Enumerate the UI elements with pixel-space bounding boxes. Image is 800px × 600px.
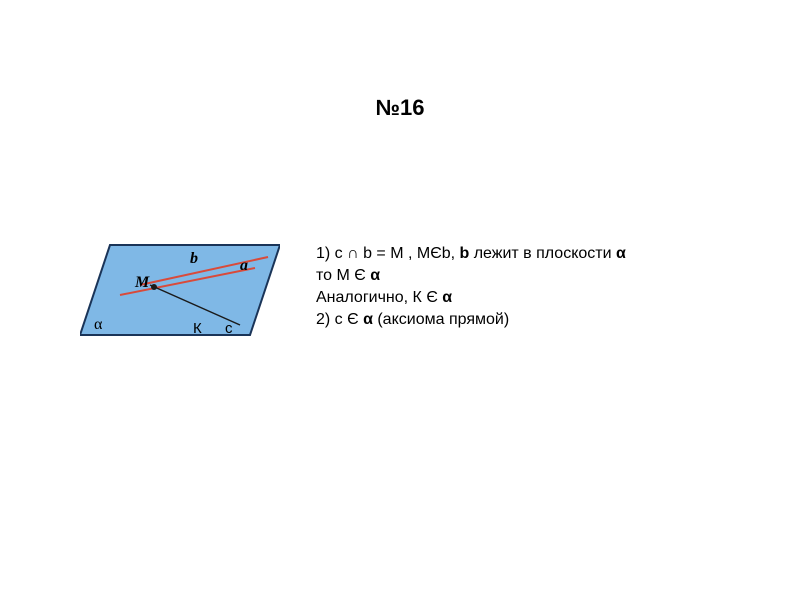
solution-line-4: 2) с Є α (аксиома прямой)	[316, 309, 626, 331]
label-b: b	[190, 250, 198, 267]
solution-line-3: Аналогично, К Є α	[316, 287, 626, 309]
point-M	[151, 284, 157, 290]
label-c: с	[225, 320, 233, 337]
problem-title: №16	[376, 95, 425, 121]
solution-line-1: 1) c ∩ b = M , MЄb, b лежит в плоскости …	[316, 243, 626, 265]
solution-line-2: то M Є α	[316, 265, 626, 287]
geometry-diagram: α M b a К с	[80, 235, 280, 345]
label-alpha: α	[94, 316, 103, 333]
label-K: К	[193, 320, 202, 337]
label-a: a	[240, 257, 248, 274]
problem-solution-text: 1) c ∩ b = M , MЄb, b лежит в плоскости …	[316, 243, 626, 331]
plane-alpha	[80, 245, 280, 335]
label-M: M	[134, 274, 150, 291]
